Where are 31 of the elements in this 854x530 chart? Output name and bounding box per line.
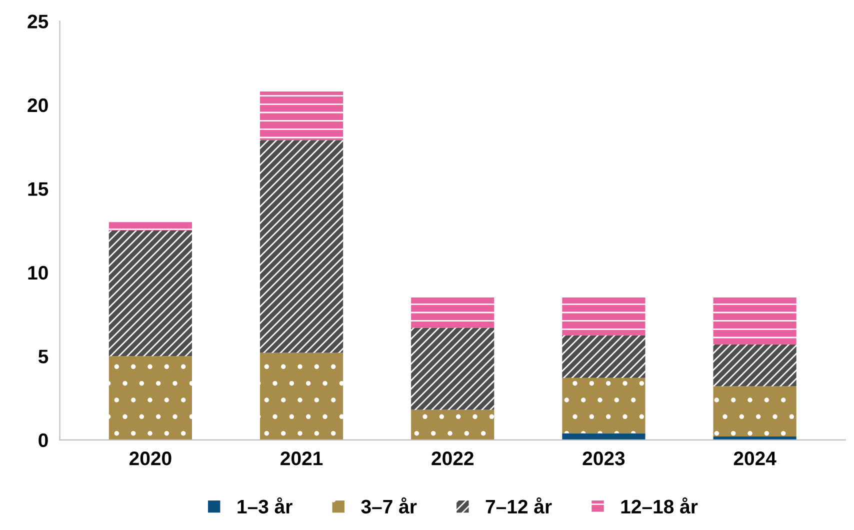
- bar: [713, 298, 796, 344]
- bar: [713, 344, 796, 386]
- bar: [713, 386, 796, 437]
- y-tick-label: 20: [28, 98, 48, 112]
- x-tick-label: 2021: [280, 452, 323, 466]
- bar: [411, 298, 494, 328]
- legend-label: 1–3 år: [238, 497, 292, 514]
- bar: [562, 298, 646, 336]
- legend-label: 12–18 år: [621, 497, 698, 514]
- bar: [411, 410, 494, 440]
- y-tick-label: 0: [38, 433, 48, 448]
- bar: [260, 352, 344, 440]
- y-tick-label: 10: [28, 266, 48, 280]
- bar: [108, 222, 192, 231]
- x-tick-label: 2024: [734, 452, 776, 466]
- bar: [411, 328, 494, 410]
- bar: [562, 433, 646, 440]
- y-tick-label: 25: [28, 14, 48, 28]
- x-tick-label: 2020: [129, 452, 172, 466]
- legend-label: 3–7 år: [361, 497, 417, 514]
- y-tick-label: 15: [28, 182, 48, 196]
- x-tick-label: 2023: [582, 452, 625, 466]
- bar: [562, 335, 646, 378]
- bar: [108, 356, 192, 440]
- y-tick-label: 5: [38, 350, 48, 364]
- x-tick-label: 2022: [432, 452, 474, 466]
- legend-label: 7–12 år: [486, 497, 552, 514]
- bar: [260, 140, 344, 353]
- bar: [260, 92, 344, 140]
- bar: [562, 378, 646, 434]
- bar: [108, 230, 192, 356]
